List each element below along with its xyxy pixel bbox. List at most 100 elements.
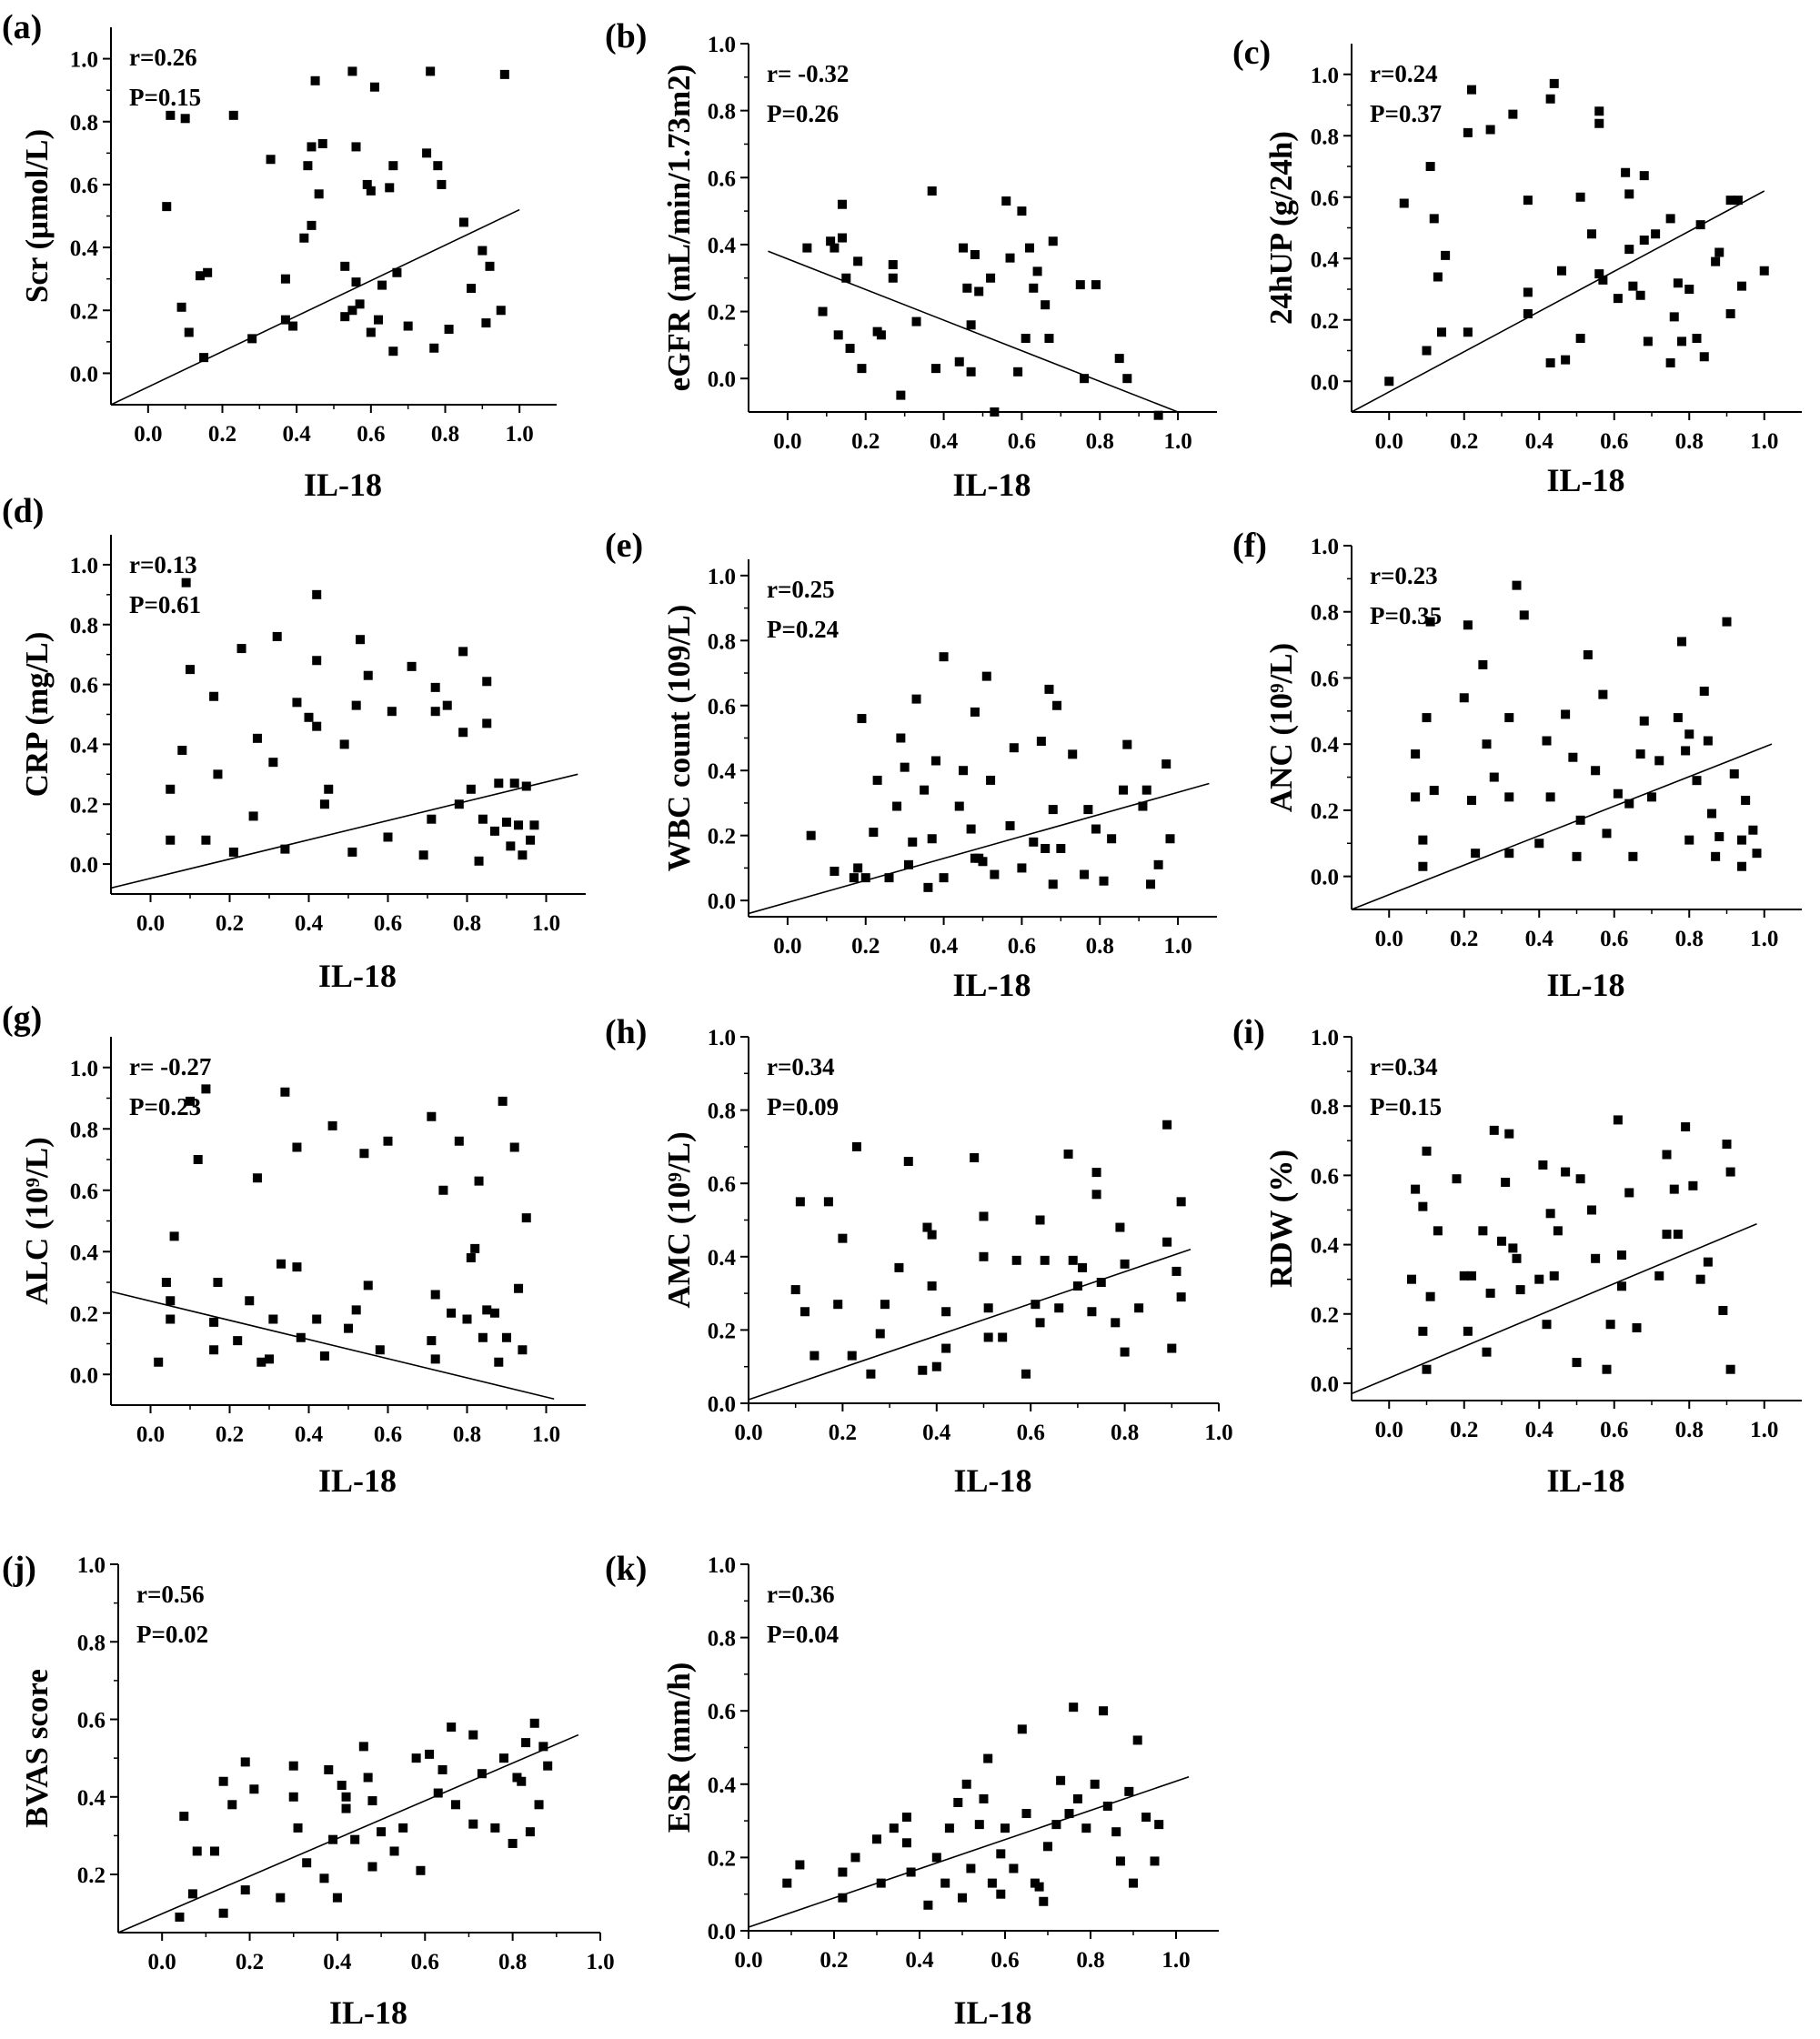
data-point <box>474 856 484 866</box>
x-tick-label: 1.0 <box>506 422 534 447</box>
data-point <box>521 781 531 791</box>
data-point <box>218 1776 228 1786</box>
data-point <box>838 1233 848 1243</box>
data-point <box>847 1351 857 1361</box>
data-point <box>1096 1278 1106 1288</box>
data-point <box>478 246 488 256</box>
x-axis-label: IL-18 <box>318 958 397 994</box>
data-point <box>429 343 439 353</box>
data-point <box>468 1819 478 1829</box>
data-point <box>506 841 516 851</box>
data-point <box>1021 1809 1031 1819</box>
data-point <box>1171 1266 1181 1276</box>
data-point <box>458 728 468 738</box>
data-point <box>521 1738 531 1748</box>
chart-panel-g: (g) 0.0 0.2 0.4 0.6 0.8 1.0 0.0 0.2 0.4 0.6 0.8 1.0 A… <box>2 999 586 1499</box>
data-point <box>888 260 898 269</box>
data-point <box>1707 809 1716 819</box>
y-tick-label: 0.6 <box>708 1172 736 1197</box>
data-point <box>1422 1146 1432 1156</box>
data-point <box>470 1243 480 1253</box>
data-point <box>1429 786 1439 796</box>
data-point <box>1017 1724 1027 1734</box>
correlation-r: r=0.26 <box>129 44 197 71</box>
y-tick-label: 1.0 <box>77 1553 106 1578</box>
data-point <box>1647 792 1656 802</box>
data-point <box>392 267 402 277</box>
data-point <box>954 801 964 811</box>
data-point <box>184 327 194 337</box>
data-point <box>1639 716 1649 726</box>
y-tick-label: 0.4 <box>708 1773 737 1798</box>
data-point <box>280 1087 290 1097</box>
data-point <box>1692 334 1702 343</box>
y-tick-label: 0.8 <box>1311 125 1339 149</box>
data-point <box>447 1308 457 1318</box>
data-point <box>1437 327 1446 337</box>
data-point <box>422 148 432 158</box>
data-point <box>209 1317 219 1327</box>
data-point <box>1504 713 1514 723</box>
data-point <box>277 1259 287 1269</box>
panel-label: (g) <box>2 999 42 1038</box>
data-point <box>838 1867 848 1877</box>
x-tick-label: 0.0 <box>136 911 165 936</box>
data-point <box>1418 835 1428 845</box>
x-tick-label: 0.6 <box>411 1950 439 1974</box>
y-tick-label: 0.6 <box>70 174 98 198</box>
data-point <box>1605 1320 1615 1330</box>
data-point <box>481 318 491 328</box>
data-point <box>979 1793 989 1803</box>
data-point <box>388 161 398 171</box>
data-point <box>304 712 314 722</box>
data-point <box>1673 278 1683 288</box>
p-value: P=0.15 <box>129 84 201 111</box>
y-tick-label: 1.0 <box>708 565 736 589</box>
x-tick-label: 0.4 <box>323 1950 352 1974</box>
x-axis-label: IL-18 <box>1546 462 1624 498</box>
y-tick-label: 0.0 <box>70 362 98 387</box>
x-tick-label: 0.8 <box>1076 1948 1104 1973</box>
data-point <box>288 321 298 331</box>
data-point <box>1036 737 1046 747</box>
data-point <box>1035 1215 1045 1225</box>
data-point <box>1150 1856 1160 1866</box>
data-point <box>179 1812 189 1822</box>
panel-label: (c) <box>1232 34 1271 72</box>
data-point <box>1722 617 1732 627</box>
x-tick-label: 0.6 <box>374 1422 402 1447</box>
panel-label: (j) <box>2 1550 36 1588</box>
data-point <box>1000 1823 1010 1833</box>
data-point <box>247 334 257 344</box>
y-tick-label: 1.0 <box>708 1553 736 1578</box>
data-point <box>979 1251 989 1261</box>
data-point <box>252 1173 262 1183</box>
data-point <box>288 1792 298 1802</box>
data-point <box>833 330 843 340</box>
y-tick-label: 0.2 <box>1311 1303 1339 1328</box>
data-point <box>953 1797 963 1807</box>
data-point <box>959 766 969 776</box>
data-point <box>1512 1253 1522 1263</box>
data-point <box>161 1278 171 1287</box>
data-point <box>1635 290 1645 300</box>
data-point <box>433 161 443 171</box>
y-tick-label: 0.0 <box>708 889 736 914</box>
data-point <box>1441 250 1451 260</box>
data-point <box>307 142 317 152</box>
y-axis-label: ALC (10⁹/L) <box>19 1137 55 1305</box>
data-point <box>1669 1184 1679 1194</box>
data-point <box>1545 358 1555 367</box>
data-point <box>983 1303 993 1313</box>
data-point <box>1017 206 1027 216</box>
data-point <box>880 1300 890 1310</box>
data-point <box>249 1784 259 1794</box>
data-point <box>1467 85 1476 95</box>
data-point <box>1542 736 1552 746</box>
data-point <box>228 110 238 120</box>
data-point <box>447 1723 457 1733</box>
data-point <box>1677 637 1686 647</box>
data-point <box>1651 229 1661 239</box>
data-point <box>508 1838 518 1848</box>
data-point <box>385 183 395 193</box>
